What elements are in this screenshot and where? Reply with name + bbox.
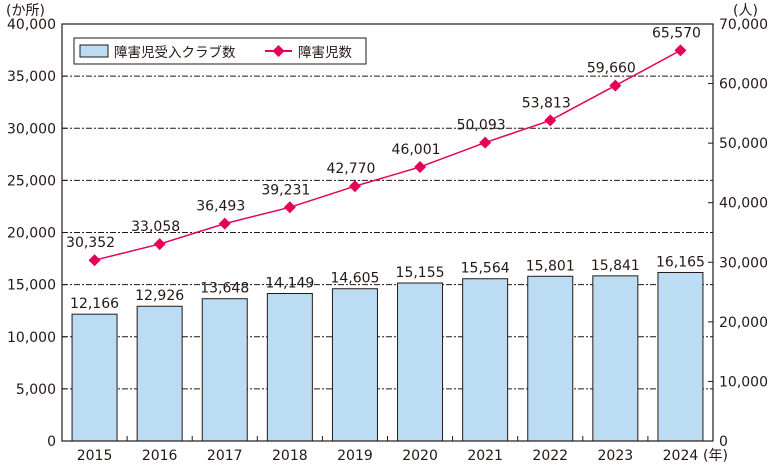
- bar-value-label: 14,605: [330, 271, 379, 287]
- x-tick-label: 2024: [663, 448, 699, 464]
- bar: [136, 305, 183, 442]
- left-tick-label: 0: [47, 434, 56, 450]
- x-tick-label: 2020: [402, 448, 438, 464]
- bar: [397, 282, 444, 442]
- legend-line-marker: [272, 45, 285, 57]
- legend-bar-swatch: [79, 44, 109, 58]
- line-marker: [544, 114, 557, 127]
- right-tick-label: 70,000: [719, 17, 768, 33]
- bar-value-label: 15,155: [396, 265, 445, 281]
- bar-value-label: 14,149: [265, 275, 314, 291]
- line-value-label: 30,352: [66, 235, 115, 251]
- bar: [527, 275, 574, 442]
- x-tick-label: 2022: [532, 448, 568, 464]
- left-tick-label: 20,000: [7, 226, 56, 242]
- line-marker: [348, 180, 361, 193]
- line-value-label: 36,493: [196, 199, 245, 215]
- left-tick-label: 30,000: [7, 121, 56, 137]
- x-tick-label: 2019: [337, 448, 373, 464]
- bar: [201, 298, 248, 442]
- line-value-label: 65,570: [652, 25, 701, 41]
- right-tick-label: 30,000: [719, 255, 768, 271]
- line-marker: [88, 254, 101, 267]
- line-value-label: 59,660: [587, 61, 636, 77]
- line-value-label: 50,093: [457, 118, 506, 134]
- legend-line-label: 障害児数: [298, 45, 352, 61]
- bar-value-label: 12,166: [70, 296, 119, 312]
- bar: [462, 278, 509, 442]
- right-tick-label: 40,000: [719, 196, 768, 212]
- x-tick-label: 2023: [598, 448, 634, 464]
- left-tick-label: 10,000: [7, 330, 56, 346]
- bar-value-label: 15,564: [461, 261, 510, 277]
- line-marker: [153, 238, 166, 251]
- legend: 障害児受入クラブ数 障害児数: [73, 37, 367, 65]
- line-marker: [609, 79, 622, 92]
- bar-value-label: 12,926: [135, 288, 184, 304]
- x-tick-label: 2016: [142, 448, 178, 464]
- right-axis-unit: (人): [733, 3, 758, 19]
- plot-frame: [61, 23, 714, 442]
- left-tick-label: 5,000: [16, 382, 56, 398]
- bar: [657, 271, 704, 442]
- left-tick-label: 40,000: [7, 17, 56, 33]
- bar: [331, 288, 378, 442]
- line-value-label: 42,770: [326, 161, 375, 177]
- bar-value-label: 15,841: [591, 258, 640, 274]
- right-tick-label: 50,000: [719, 136, 768, 152]
- left-tick-label: 35,000: [7, 69, 56, 85]
- line-value-label: 39,231: [261, 182, 310, 198]
- line-marker: [283, 201, 296, 214]
- bar: [71, 313, 118, 442]
- line-value-label: 53,813: [522, 95, 571, 111]
- right-tick-label: 60,000: [719, 77, 768, 93]
- x-tick-label: 2018: [272, 448, 308, 464]
- x-axis-unit: (年): [703, 448, 728, 464]
- line-marker: [218, 217, 231, 230]
- x-tick-label: 2017: [207, 448, 243, 464]
- bar-value-label: 15,801: [526, 258, 575, 274]
- legend-bar-label: 障害児受入クラブ数: [114, 44, 236, 61]
- right-tick-label: 10,000: [719, 374, 768, 390]
- line-marker: [674, 44, 687, 57]
- bar-value-label: 16,165: [656, 254, 705, 270]
- x-tick-label: 2015: [77, 448, 113, 464]
- line-marker: [479, 136, 492, 149]
- right-tick-label: 0: [719, 434, 728, 450]
- line-marker: [414, 160, 427, 173]
- series-line: [94, 49, 681, 261]
- bar: [592, 275, 639, 442]
- x-tick-label: 2021: [467, 448, 503, 464]
- left-tick-label: 25,000: [7, 173, 56, 189]
- right-tick-label: 20,000: [719, 315, 768, 331]
- bar: [266, 292, 313, 442]
- left-tick-label: 15,000: [7, 278, 56, 294]
- line-value-label: 33,058: [131, 219, 180, 235]
- line-value-label: 46,001: [392, 142, 441, 158]
- left-axis-unit: (か所): [6, 3, 45, 19]
- bar-value-label: 13,648: [200, 281, 249, 297]
